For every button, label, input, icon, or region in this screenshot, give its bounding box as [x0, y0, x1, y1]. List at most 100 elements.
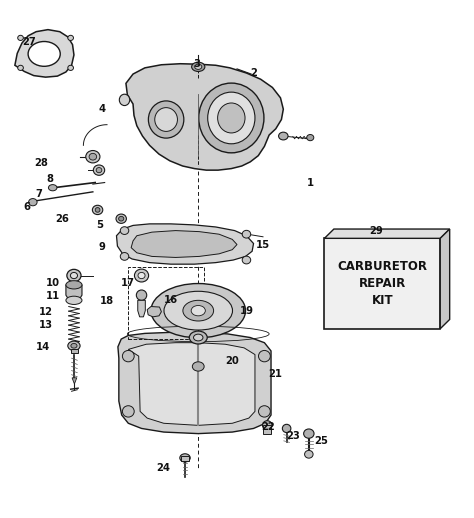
Ellipse shape	[138, 272, 145, 279]
Polygon shape	[264, 425, 271, 434]
Ellipse shape	[164, 291, 233, 330]
Ellipse shape	[279, 132, 288, 140]
Ellipse shape	[307, 135, 314, 141]
Ellipse shape	[151, 283, 246, 338]
Ellipse shape	[191, 306, 205, 316]
Ellipse shape	[155, 108, 177, 132]
Ellipse shape	[86, 151, 100, 163]
Polygon shape	[15, 30, 74, 77]
Ellipse shape	[28, 41, 60, 66]
Ellipse shape	[189, 331, 207, 344]
Ellipse shape	[122, 351, 134, 362]
Text: 20: 20	[226, 356, 239, 366]
Ellipse shape	[28, 198, 37, 206]
Ellipse shape	[258, 351, 270, 362]
Text: 14: 14	[36, 342, 50, 352]
Ellipse shape	[119, 94, 130, 106]
Ellipse shape	[183, 300, 214, 321]
Text: 26: 26	[55, 214, 69, 224]
Ellipse shape	[18, 65, 23, 70]
Polygon shape	[128, 343, 255, 425]
Text: 17: 17	[121, 278, 135, 289]
Ellipse shape	[68, 65, 73, 70]
Ellipse shape	[135, 269, 149, 282]
Ellipse shape	[305, 451, 313, 458]
Ellipse shape	[116, 214, 127, 223]
Ellipse shape	[193, 334, 203, 341]
Text: 11: 11	[46, 291, 60, 301]
Ellipse shape	[192, 362, 204, 371]
Text: 25: 25	[314, 436, 328, 446]
Ellipse shape	[258, 406, 270, 417]
Ellipse shape	[242, 256, 251, 264]
Text: 24: 24	[157, 463, 171, 473]
Ellipse shape	[218, 103, 245, 133]
Ellipse shape	[118, 217, 124, 221]
Polygon shape	[66, 285, 82, 300]
Text: 21: 21	[268, 369, 282, 379]
Text: 28: 28	[34, 159, 48, 168]
Ellipse shape	[304, 429, 314, 438]
Text: 4: 4	[99, 104, 106, 114]
Text: 8: 8	[47, 174, 54, 184]
Text: 16: 16	[164, 295, 178, 305]
Ellipse shape	[96, 167, 102, 172]
Ellipse shape	[191, 62, 205, 71]
Polygon shape	[117, 224, 254, 264]
Bar	[181, 456, 189, 461]
Ellipse shape	[195, 64, 202, 69]
Ellipse shape	[68, 341, 80, 351]
Polygon shape	[72, 378, 77, 384]
Ellipse shape	[66, 281, 82, 289]
Ellipse shape	[89, 153, 97, 160]
Polygon shape	[138, 300, 146, 317]
Text: 3: 3	[193, 59, 201, 69]
Polygon shape	[324, 229, 450, 238]
Ellipse shape	[137, 290, 147, 300]
Text: 2: 2	[250, 68, 257, 78]
Ellipse shape	[242, 231, 251, 238]
Ellipse shape	[67, 269, 81, 282]
Text: 5: 5	[96, 221, 103, 231]
Ellipse shape	[120, 253, 129, 260]
Ellipse shape	[18, 35, 23, 40]
Text: 7: 7	[35, 190, 42, 199]
Ellipse shape	[48, 184, 57, 191]
Ellipse shape	[71, 343, 77, 348]
Ellipse shape	[92, 205, 103, 214]
Text: 29: 29	[370, 225, 383, 236]
Ellipse shape	[66, 296, 82, 305]
Ellipse shape	[199, 83, 264, 153]
Bar	[71, 349, 78, 353]
Text: 10: 10	[46, 278, 60, 289]
Polygon shape	[131, 231, 237, 257]
Text: 6: 6	[23, 203, 30, 212]
Ellipse shape	[122, 406, 134, 417]
Ellipse shape	[283, 424, 291, 433]
Text: 27: 27	[22, 37, 36, 47]
Polygon shape	[440, 229, 450, 329]
Text: 19: 19	[239, 306, 254, 315]
Ellipse shape	[95, 208, 100, 212]
Bar	[128, 267, 204, 339]
Ellipse shape	[71, 272, 77, 279]
Text: 1: 1	[307, 178, 314, 188]
Text: 23: 23	[286, 430, 300, 441]
Text: 9: 9	[99, 242, 106, 252]
Ellipse shape	[180, 454, 190, 462]
Ellipse shape	[148, 101, 184, 138]
Text: 15: 15	[256, 239, 270, 250]
Polygon shape	[147, 307, 161, 317]
Text: 13: 13	[38, 320, 53, 330]
Ellipse shape	[120, 227, 129, 235]
Ellipse shape	[68, 35, 73, 40]
Polygon shape	[126, 64, 283, 170]
Polygon shape	[118, 333, 271, 434]
Ellipse shape	[208, 92, 255, 144]
Bar	[324, 238, 440, 329]
Text: 22: 22	[261, 422, 274, 432]
Text: 18: 18	[100, 296, 114, 306]
Text: CARBURETOR
REPAIR
KIT: CARBURETOR REPAIR KIT	[337, 260, 428, 307]
Ellipse shape	[93, 165, 105, 175]
Text: 12: 12	[38, 307, 53, 317]
